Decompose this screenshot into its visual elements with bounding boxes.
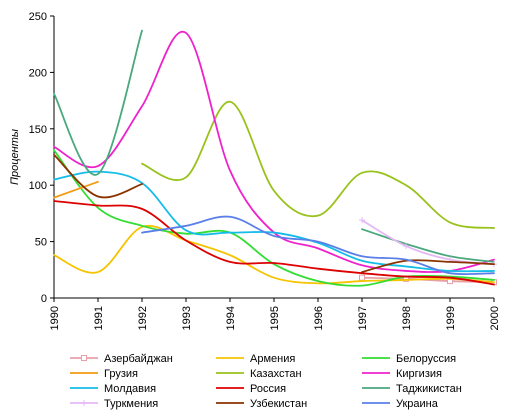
axes: 0 50 100 150 200 250 1990 1991 1992 1993 1994 1995 1…: [29, 11, 501, 330]
series-line: [53, 149, 495, 287]
legend-item: Азербайджан: [70, 353, 173, 365]
legend-item: Грузия: [70, 368, 138, 380]
series-line: [361, 259, 495, 273]
x-tick-label: 2000: [489, 306, 501, 330]
legend-item: Россия: [216, 383, 286, 395]
series-line: [141, 215, 495, 276]
legend-label: Таджикистан: [396, 383, 462, 395]
series-Таджикистан: [53, 29, 495, 263]
x-tick-label: 1997: [357, 306, 369, 330]
series-line: [141, 100, 495, 229]
legend-label: Молдавия: [104, 383, 156, 395]
legend-label: Киргизия: [396, 368, 442, 380]
series-lines: [53, 29, 497, 287]
x-tick-label: 1990: [49, 306, 61, 330]
legend-item: Киргизия: [362, 368, 442, 380]
series-Белоруссия: [53, 149, 495, 287]
series-Грузия: [53, 180, 99, 199]
y-tick-label: 0: [41, 293, 47, 305]
x-tick-label: 1996: [313, 306, 325, 330]
series-line: [53, 200, 495, 286]
series-point: [359, 274, 365, 281]
series-point: [359, 217, 365, 224]
series-Казахстан: [141, 100, 495, 229]
legend-item: Туркмения: [70, 398, 158, 410]
series-line: [53, 180, 99, 199]
x-tick-label: 1993: [181, 306, 193, 330]
y-tick-label: 200: [29, 67, 47, 79]
y-tick-label: 100: [29, 180, 47, 192]
y-axis-title: Проценты: [9, 129, 21, 185]
legend-label: Украина: [396, 398, 439, 410]
x-tick-label: 1995: [269, 306, 281, 330]
y-tick-label: 50: [35, 237, 47, 249]
series-Киргизия: [53, 30, 495, 273]
legend: Азербайджан Армения Белоруссия Грузия Казахс…: [70, 353, 462, 410]
legend-item: Армения: [216, 353, 295, 365]
y-tick-label: 250: [29, 11, 47, 23]
x-tick-label: 1999: [445, 306, 457, 330]
legend-item: Узбекистан: [216, 398, 307, 410]
legend-label: Азербайджан: [104, 353, 173, 365]
x-tick-label: 1992: [137, 306, 149, 330]
legend-item: Белоруссия: [362, 353, 456, 365]
x-tick-label: 1991: [93, 306, 105, 330]
series-line: [361, 228, 495, 263]
legend-label: Россия: [250, 383, 286, 395]
x-tick-label: 1998: [401, 306, 413, 330]
series-Узбекистан: [53, 153, 495, 273]
series-Армения: [53, 224, 495, 285]
series-point: [403, 243, 409, 250]
legend-label: Белоруссия: [396, 353, 456, 365]
y-tick-label: 150: [29, 124, 47, 136]
series-line: [53, 30, 495, 273]
legend-item: Казахстан: [216, 368, 302, 380]
series-line: [53, 29, 143, 176]
series-point: [81, 355, 87, 361]
series-line: [53, 224, 495, 285]
legend-label: Узбекистан: [250, 398, 307, 410]
series-Украина: [141, 215, 495, 276]
legend-label: Армения: [250, 353, 295, 365]
legend-item: Молдавия: [70, 383, 156, 395]
x-tick-label: 1994: [225, 306, 237, 330]
legend-item: Таджикистан: [362, 383, 462, 395]
series-line: [53, 153, 143, 199]
series-Молдавия: [53, 170, 495, 273]
series-line: [53, 170, 495, 273]
legend-label: Туркмения: [104, 398, 158, 410]
series-point: [81, 400, 87, 406]
series-Россия: [53, 200, 495, 286]
legend-label: Грузия: [104, 368, 138, 380]
legend-label: Казахстан: [250, 368, 302, 380]
legend-item: Украина: [362, 398, 439, 410]
